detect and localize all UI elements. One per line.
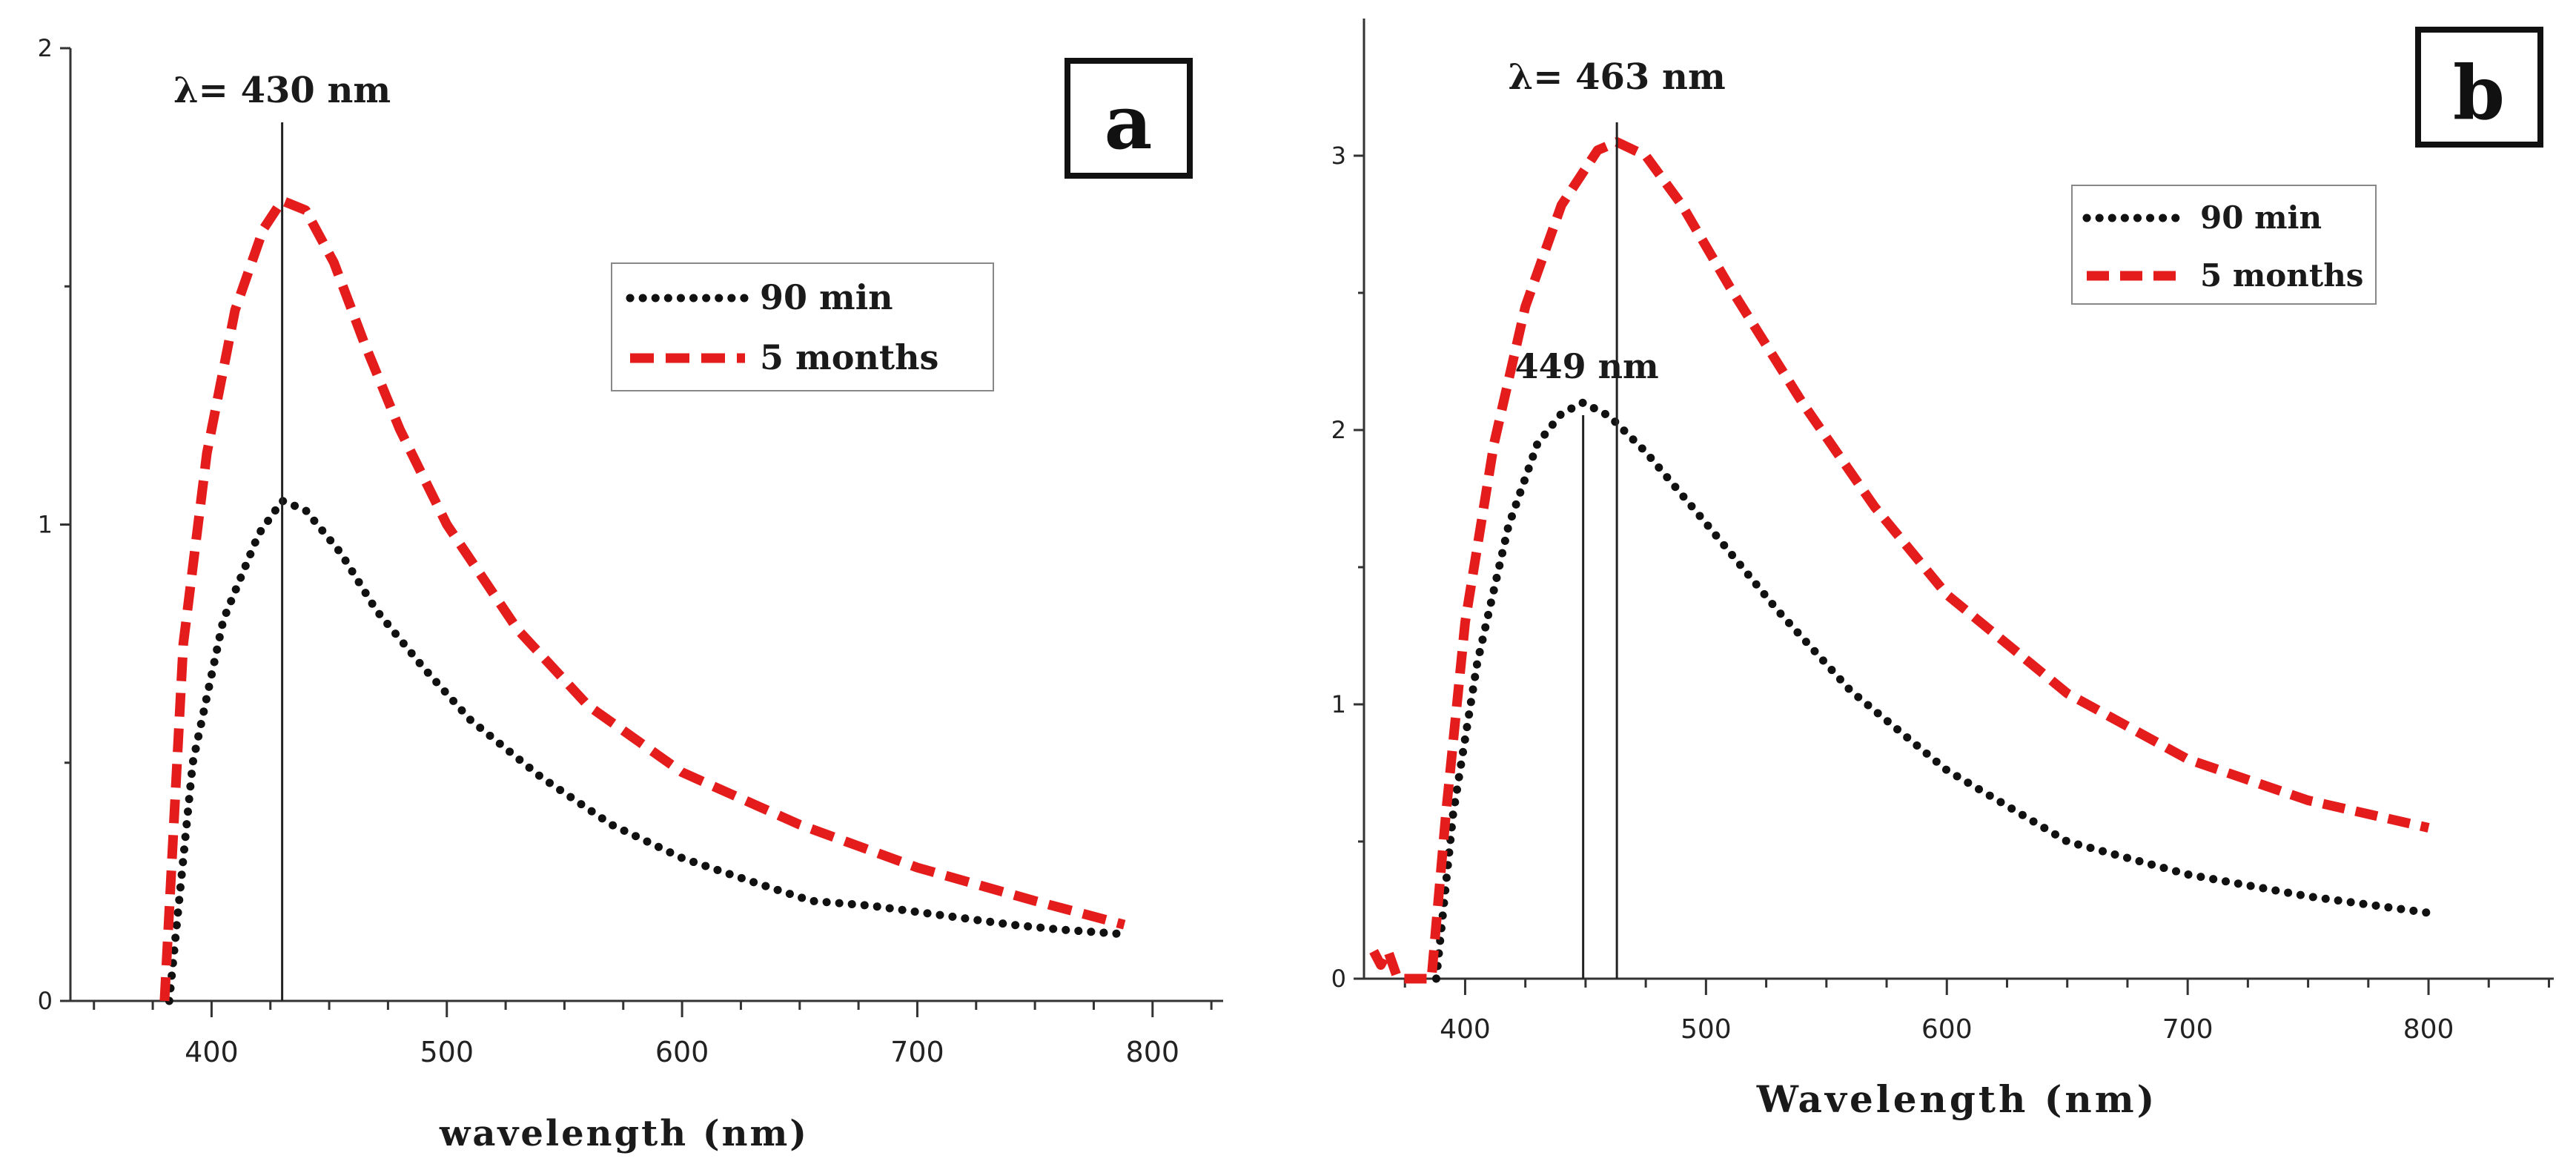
y-tick-label: 2 xyxy=(38,34,53,62)
peak-annotation-label: 449 nm xyxy=(1515,346,1659,386)
x-tick-label: 500 xyxy=(1681,1014,1732,1045)
panel-a-x-axis-title: wavelength (nm) xyxy=(439,1113,809,1154)
panel-a-x-ticks: 400 500 600 700 800 xyxy=(93,1001,1213,1068)
panel-b-legend-label-5months: 5 months xyxy=(2200,257,2363,294)
peak-annotation-label: λ= 463 nm xyxy=(1509,56,1726,98)
y-tick-label: 0 xyxy=(1331,965,1346,993)
x-tick-label: 700 xyxy=(2162,1014,2214,1045)
y-tick-label: 1 xyxy=(1331,690,1346,718)
panel-b-annotations: λ= 463 nm 449 nm xyxy=(1509,56,1726,979)
x-tick-label: 500 xyxy=(420,1036,474,1068)
panel-a-legend-box xyxy=(611,262,994,391)
panel-a-y-ticks: 0 1 2 xyxy=(38,34,70,1015)
panel-a-legend-label-90min: 90 min xyxy=(760,277,893,317)
panel-a-annotations: λ= 430 nm xyxy=(173,70,391,1001)
panel-b-legend-box xyxy=(2071,185,2377,305)
panel-b-legend: 90 min 5 months xyxy=(2071,185,2377,305)
x-tick-label: 600 xyxy=(655,1036,709,1068)
y-tick-label: 2 xyxy=(1331,416,1346,444)
x-tick-label: 700 xyxy=(890,1036,944,1068)
panel-b-series-group xyxy=(1369,137,2433,984)
panel-a-chart: 400 500 600 700 800 0 1 2 λ= 430 nm a 90 min 5… xyxy=(38,34,1223,1154)
panel-b-x-axis-title: Wavelength (nm) xyxy=(1756,1077,2158,1121)
panel-b-letter: b xyxy=(2453,49,2505,136)
panel-b-y-ticks: 0 1 2 3 xyxy=(1331,142,1364,993)
panel-b-chart: 400 500 600 700 800 0 1 2 3 λ= 463 nm 449 nm b 9… xyxy=(1331,19,2554,1121)
y-tick-label: 0 xyxy=(38,987,53,1015)
x-tick-label: 800 xyxy=(2403,1014,2454,1045)
series-line-5-months xyxy=(1369,137,2430,984)
series-line-90-min xyxy=(165,496,1129,1005)
panel-b-x-ticks: 400 500 600 700 800 xyxy=(1403,979,2551,1045)
x-tick-label: 400 xyxy=(1440,1014,1491,1045)
panel-b-legend-label-90min: 90 min xyxy=(2200,199,2322,236)
panel-a-series-group xyxy=(159,196,1129,1005)
panel-b-letter-box xyxy=(2415,27,2543,148)
y-tick-label: 1 xyxy=(38,511,53,539)
series-line-90-min xyxy=(1432,398,2433,983)
x-tick-label: 400 xyxy=(185,1036,239,1068)
panel-a-letter: a xyxy=(1105,79,1153,166)
series-line-5-months xyxy=(159,196,1126,1002)
panel-a-legend: 90 min 5 months xyxy=(611,262,994,391)
x-tick-label: 600 xyxy=(1921,1014,1973,1045)
peak-annotation-label: λ= 430 nm xyxy=(173,70,391,111)
x-tick-label: 800 xyxy=(1126,1036,1180,1068)
panel-a-legend-label-5months: 5 months xyxy=(760,337,938,377)
panel-a-letter-box xyxy=(1064,58,1193,179)
y-tick-label: 3 xyxy=(1331,142,1346,170)
